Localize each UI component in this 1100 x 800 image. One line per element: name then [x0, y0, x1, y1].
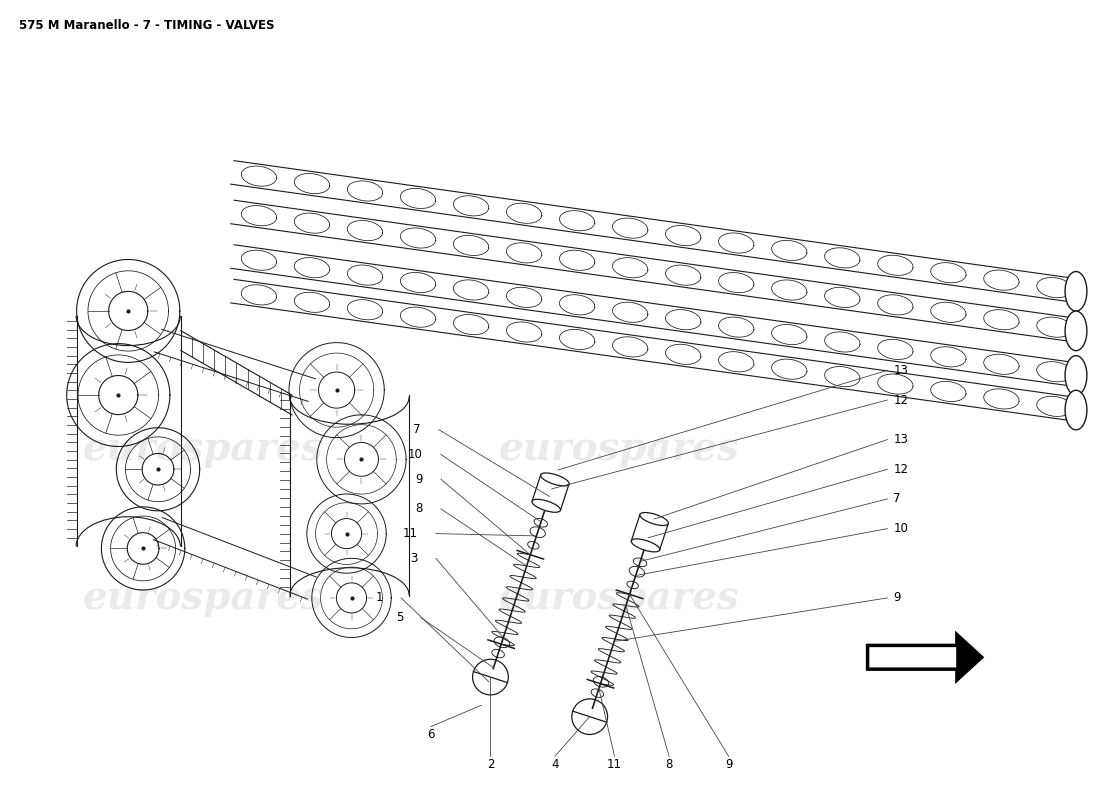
Text: 2: 2: [486, 758, 494, 770]
Ellipse shape: [1065, 356, 1087, 395]
Text: 12: 12: [893, 394, 909, 406]
Text: 10: 10: [408, 448, 424, 461]
Text: 8: 8: [666, 758, 673, 770]
Text: 9: 9: [893, 591, 901, 605]
Text: 10: 10: [893, 522, 909, 535]
Ellipse shape: [1065, 271, 1087, 311]
Text: 12: 12: [893, 462, 909, 476]
Ellipse shape: [540, 473, 569, 486]
Text: 13: 13: [893, 433, 909, 446]
Polygon shape: [957, 634, 981, 680]
Text: 13: 13: [893, 364, 909, 377]
Text: eurospares: eurospares: [499, 579, 740, 617]
Text: 9: 9: [725, 758, 733, 770]
Text: 9: 9: [416, 473, 424, 486]
Text: 7: 7: [414, 423, 421, 436]
Ellipse shape: [1065, 311, 1087, 350]
Text: eurospares: eurospares: [82, 430, 323, 469]
Text: eurospares: eurospares: [499, 430, 740, 469]
Text: 11: 11: [607, 758, 621, 770]
Text: 11: 11: [403, 527, 418, 540]
Text: 1: 1: [376, 591, 383, 605]
Text: 6: 6: [427, 728, 434, 741]
Text: eurospares: eurospares: [82, 579, 323, 617]
Ellipse shape: [640, 513, 669, 526]
Text: 5: 5: [396, 611, 403, 624]
Ellipse shape: [532, 499, 561, 512]
Text: 575 M Maranello - 7 - TIMING - VALVES: 575 M Maranello - 7 - TIMING - VALVES: [19, 19, 275, 33]
Text: 8: 8: [416, 502, 424, 515]
Text: 7: 7: [893, 493, 901, 506]
Text: 4: 4: [551, 758, 559, 770]
Text: 3: 3: [410, 552, 418, 565]
Ellipse shape: [1065, 390, 1087, 430]
Ellipse shape: [631, 539, 660, 552]
